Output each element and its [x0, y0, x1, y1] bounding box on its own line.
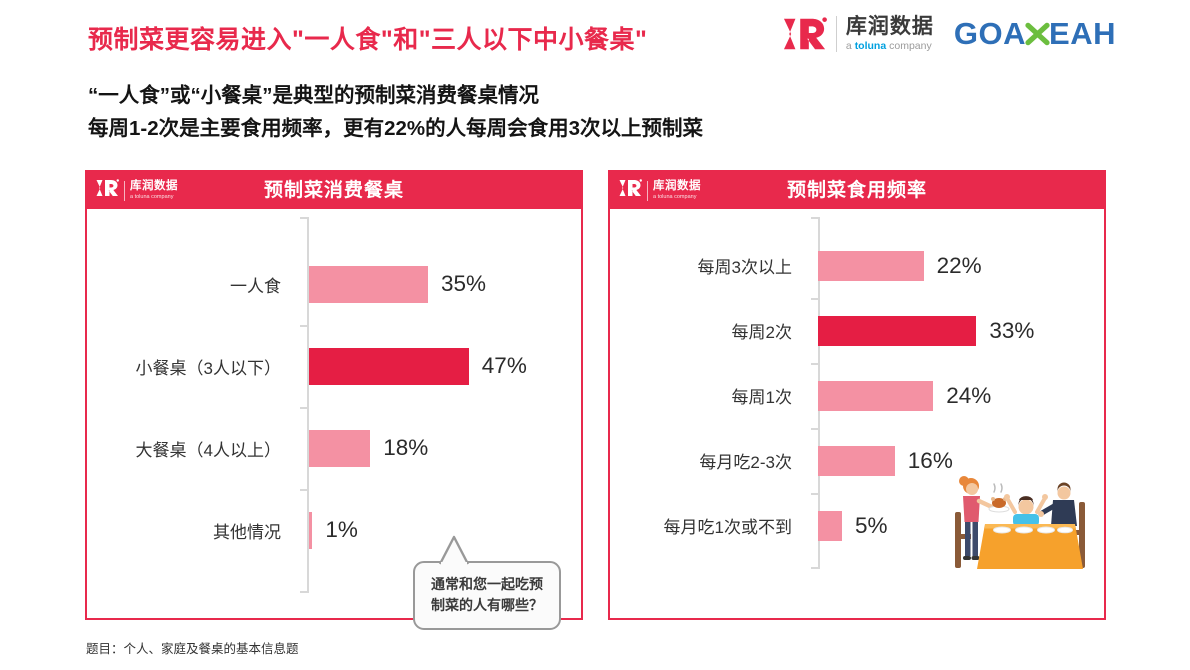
axis-tick	[300, 325, 308, 327]
kurun-panel-logo: 库润数据 a toluna company	[610, 178, 701, 203]
bar-row: 其他情况 1%	[87, 489, 581, 571]
bar	[818, 380, 934, 411]
goayeah-text-left: GOA	[953, 16, 1027, 51]
axis-tick	[811, 363, 819, 365]
logo-divider	[647, 180, 648, 201]
goayeah-y-icon	[1024, 21, 1051, 47]
logo-divider	[124, 180, 125, 201]
kurun-panel-logo: 库润数据 a toluna company	[87, 178, 178, 203]
axis-tick	[811, 493, 819, 495]
logo-divider	[835, 16, 837, 52]
axis-tick	[300, 407, 308, 409]
kurun-panel-tagline: a toluna company	[653, 193, 697, 200]
category-label: 一人食	[230, 276, 281, 296]
bar	[309, 429, 371, 467]
bar-highlighted	[818, 315, 977, 346]
axis-tick	[811, 428, 819, 430]
goayeah-logo: GOA EAH	[954, 16, 1116, 52]
kurun-logo-text: 库润数据 a toluna company	[846, 16, 934, 52]
category-label: 每月吃2-3次	[699, 453, 792, 472]
value-label: 5%	[855, 512, 888, 538]
panel-header: 库润数据 a toluna company 预制菜消费餐桌	[87, 172, 581, 209]
category-label: 大餐桌（4人以上）	[135, 440, 281, 460]
bar-row: 每月吃1次或不到 5%	[610, 493, 1104, 558]
value-label: 35%	[441, 271, 487, 296]
axis-tick	[300, 591, 308, 593]
question-text: 通常和您一起吃预制菜的人有哪些？	[431, 576, 543, 613]
category-label: 每周2次	[731, 323, 792, 342]
kurun-tagline: a toluna company	[845, 40, 932, 53]
category-label: 其他情况	[213, 522, 281, 542]
bar-row: 每月吃2-3次 16%	[610, 428, 1104, 493]
chart-title: 预制菜食用频率	[786, 180, 927, 201]
bar-row: 大餐桌（4人以上） 18%	[87, 407, 581, 489]
speech-bubble-pointer	[437, 534, 471, 565]
category-label: 小餐桌（3人以下）	[135, 358, 281, 378]
bar-row: 每周3次以上 22%	[610, 233, 1104, 298]
panel-dining-table-chart: 库润数据 a toluna company 预制菜消费餐桌 一人食 35%	[85, 170, 583, 630]
family-dinner-illustration	[943, 468, 1093, 572]
axis-tick	[811, 298, 819, 300]
bar-highlighted	[309, 347, 469, 385]
subtitle-line-2: 每周1-2次是主要食用频率，更有22%的人每周会食用3次以上预制菜	[88, 117, 704, 140]
kurun-panel-text: 库润数据 a toluna company	[130, 180, 178, 200]
bar	[818, 250, 924, 281]
axis-tick	[811, 567, 819, 569]
bar	[818, 445, 895, 476]
category-label: 每月吃1次或不到	[663, 518, 792, 537]
kurun-kr-icon-white	[619, 178, 642, 203]
value-label: 47%	[481, 353, 527, 378]
chart-plot-area: 每周3次以上 22% 每周2次 33% 每周1次	[610, 209, 1104, 618]
value-label: 16%	[907, 447, 953, 473]
bar-row: 每周1次 24%	[610, 363, 1104, 428]
bar-row: 小餐桌（3人以下） 47%	[87, 325, 581, 407]
y-axis-line	[307, 217, 309, 593]
value-label: 24%	[946, 382, 992, 408]
bar-row: 一人食 35%	[87, 243, 581, 325]
kurun-data-logo: 库润数据 a toluna company	[783, 14, 934, 54]
bar	[309, 511, 313, 549]
bar	[309, 265, 428, 303]
kurun-kr-icon	[783, 14, 827, 54]
value-label: 1%	[325, 517, 358, 542]
panel-header: 库润数据 a toluna company 预制菜食用频率	[610, 172, 1104, 209]
value-label: 33%	[989, 317, 1035, 343]
axis-tick	[300, 217, 308, 219]
axis-tick	[811, 217, 819, 219]
footnote: 题目：个人、家庭及餐桌的基本信息题	[86, 642, 299, 656]
bar-row: 每周2次 33%	[610, 298, 1104, 363]
chart-plot-area: 一人食 35% 小餐桌（3人以下） 47% 大餐桌（4人以上）	[87, 209, 581, 630]
axis-tick	[300, 489, 308, 491]
page-title: 预制菜更容易进入"一人食"和"三人以下中小餐桌"	[88, 26, 648, 54]
bar	[818, 510, 842, 541]
kurun-panel-tagline: a toluna company	[130, 193, 174, 200]
bar-rows: 一人食 35% 小餐桌（3人以下） 47% 大餐桌（4人以上）	[87, 243, 581, 571]
kurun-panel-text: 库润数据 a toluna company	[653, 180, 701, 200]
brand-area: 库润数据 a toluna company GOA EAH	[783, 14, 1116, 54]
panel-frequency-chart: 库润数据 a toluna company 预制菜食用频率 每周3次以上 22%	[608, 170, 1106, 620]
value-label: 18%	[383, 435, 429, 460]
chart-title: 预制菜消费餐桌	[263, 180, 404, 201]
category-label: 每周3次以上	[697, 258, 792, 277]
kurun-kr-icon-white	[96, 178, 119, 203]
category-label: 每周1次	[731, 388, 792, 407]
goayeah-text-right: EAH	[1049, 16, 1116, 51]
kurun-name: 库润数据	[845, 15, 934, 39]
bar-rows: 每周3次以上 22% 每周2次 33% 每周1次	[610, 233, 1104, 558]
question-speech-bubble: 通常和您一起吃预制菜的人有哪些？	[413, 535, 561, 630]
value-label: 22%	[936, 252, 982, 278]
subtitle-block: “一人食”或“小餐桌”是典型的预制菜消费餐桌情况 每周1-2次是主要食用频率，更…	[88, 79, 703, 145]
subtitle-line-1: “一人食”或“小餐桌”是典型的预制菜消费餐桌情况	[88, 84, 539, 107]
